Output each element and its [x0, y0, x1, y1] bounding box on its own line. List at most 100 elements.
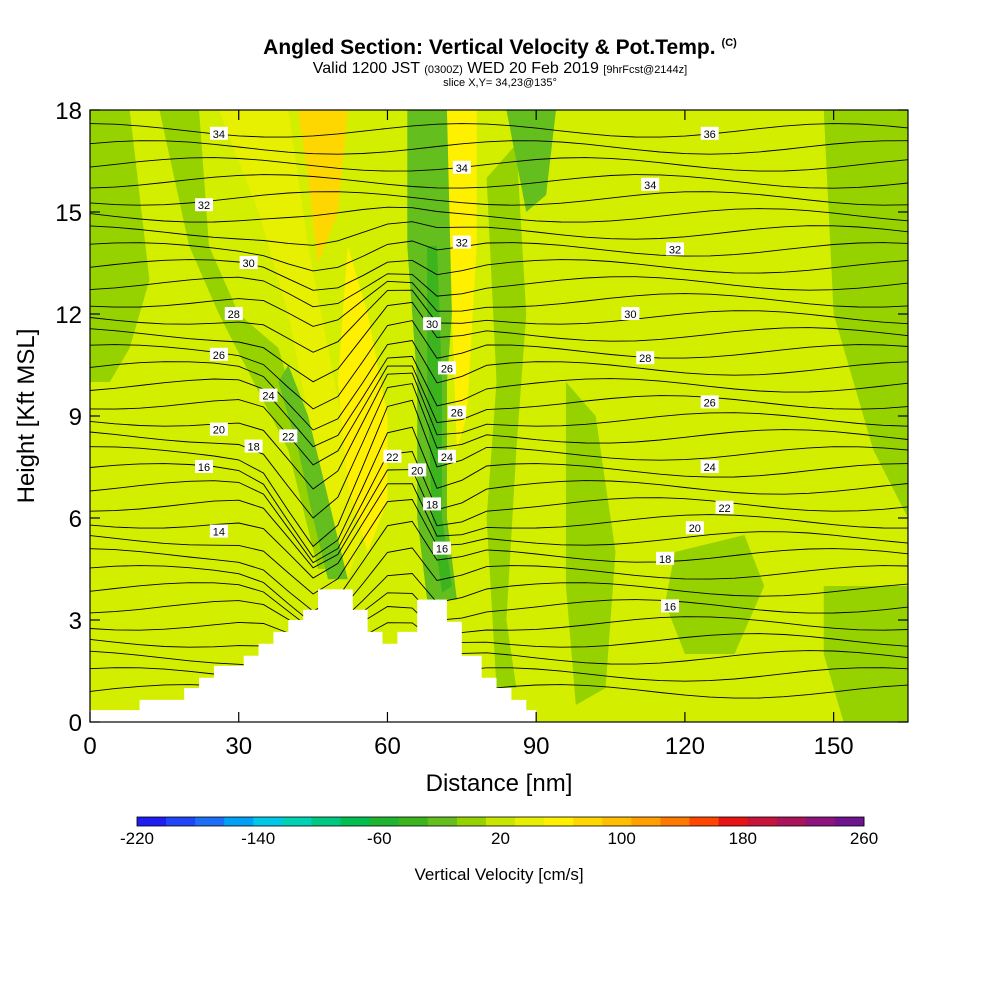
theta-label-box: [636, 351, 655, 365]
theta-label-box: [665, 242, 684, 256]
colorbar-swatch: [660, 817, 691, 826]
colorbar-swatch: [224, 817, 254, 826]
band-green-bottom: [823, 586, 908, 722]
theta-contour-line: [90, 399, 908, 548]
theta-contour-line: [90, 273, 908, 308]
theta-contour-line: [90, 221, 908, 246]
y-tick-label: 6: [69, 506, 82, 533]
theta-contour-line: [90, 451, 908, 564]
theta-label-box: [432, 541, 451, 555]
band-green-left: [90, 110, 150, 382]
colorbar-tick-label: 260: [850, 829, 878, 848]
theta-contour-line: [90, 622, 908, 659]
theta-label-box: [423, 497, 442, 511]
colorbar-swatch: [369, 817, 400, 826]
theta-contour-line: [90, 280, 908, 327]
band-green-core: [278, 365, 348, 580]
colorbar-tick-label: 180: [729, 829, 757, 848]
theta-label-box: [641, 177, 660, 191]
theta-label-box: [224, 307, 243, 320]
copyright-mark: (C): [721, 37, 737, 49]
theta-label-box: [209, 422, 228, 436]
colorbar: -220 -140 -60 20 100 180 260: [120, 816, 878, 848]
theta-label: 34: [456, 163, 468, 175]
theta-contour-line: [90, 520, 908, 612]
theta-contour-line: [90, 469, 908, 569]
band-green-far3: [565, 382, 616, 705]
theta-label: 22: [282, 431, 294, 443]
colorbar-swatch: [398, 817, 429, 826]
band-green-edge: [823, 110, 908, 518]
theta-label: 30: [243, 258, 255, 270]
theta-label-box: [447, 405, 466, 419]
colorbar-swatch: [282, 817, 312, 826]
colorbar-swatch: [515, 817, 545, 826]
colorbar-swatch: [747, 817, 778, 826]
theta-label: 24: [441, 452, 453, 464]
theta-label-box: [715, 500, 734, 514]
y-tick-label: 0: [69, 710, 82, 737]
theta-contour-line: [90, 157, 908, 172]
theta-label: 14: [213, 527, 225, 539]
colorbar-swatch: [340, 817, 371, 826]
theta-contours: [90, 123, 908, 700]
theta-contour-line: [90, 259, 908, 291]
theta-label: 30: [426, 319, 438, 331]
y-axis-label: Height [Kft MSL]: [13, 329, 40, 504]
theta-label: 32: [456, 238, 468, 250]
colorbar-tick-label: -60: [367, 829, 392, 848]
x-tick-label: 60: [374, 733, 401, 760]
band-green-far1: [486, 144, 527, 688]
theta-label: 20: [689, 523, 701, 535]
x-tick-label: 120: [665, 733, 705, 760]
colorbar-swatch: [544, 817, 574, 826]
chart-subtitle: Valid 1200 JST (0300Z) WED 20 Feb 2019 […: [312, 60, 688, 77]
theta-label: 26: [213, 350, 225, 362]
colorbar-tick-label: -140: [241, 829, 275, 848]
theta-contour-line: [90, 301, 908, 383]
theta-label: 22: [718, 503, 730, 515]
colorbar-label: Vertical Velocity [cm/s]: [414, 865, 583, 884]
colorbar-swatch: [456, 817, 487, 826]
colorbar-swatch: [166, 817, 196, 826]
colorbar-swatch: [137, 817, 167, 826]
theta-label-box: [239, 256, 258, 269]
colorbar-swatch: [631, 817, 661, 826]
theta-label-box: [408, 463, 427, 477]
theta-label-box: [437, 361, 456, 375]
theta-label-box: [195, 460, 214, 473]
theta-label-box: [700, 395, 719, 409]
theta-label: 28: [639, 353, 651, 365]
x-axis-label: Distance [nm]: [426, 770, 573, 797]
theta-label: 34: [644, 180, 656, 192]
colorbar-swatch: [602, 817, 632, 826]
x-tick-label: 0: [83, 733, 96, 760]
theta-label: 26: [441, 363, 453, 375]
colorbar-tick-label: 20: [491, 829, 510, 848]
colorbar-swatch: [689, 817, 720, 826]
theta-label-box: [383, 449, 402, 463]
theta-label: 34: [213, 129, 225, 141]
theta-contour-line: [90, 483, 908, 579]
theta-label: 26: [451, 408, 463, 420]
theta-label: 32: [198, 200, 210, 212]
theta-label: 36: [704, 129, 716, 141]
colorbar-swatch: [573, 817, 603, 826]
colorbar-swatch: [805, 817, 836, 826]
theta-contour-labels: 34 32 30 28 26 24 20 22 18 16 14 34 32 30 26 26 22 20 24 18…: [195, 126, 734, 613]
theta-label: 28: [228, 309, 240, 321]
theta-label-box: [656, 551, 675, 565]
theta-contour-line: [90, 499, 908, 595]
theta-label-box: [700, 126, 719, 140]
theta-contour-line: [90, 426, 908, 558]
theta-label-box: [661, 599, 680, 613]
band-yellow-left: [218, 110, 368, 580]
theta-label-box: [423, 317, 442, 331]
colorbar-swatch: [253, 817, 283, 826]
theta-contour-line: [90, 642, 908, 677]
theta-label-box: [437, 449, 456, 463]
theta-label: 18: [426, 499, 438, 511]
theta-label-box: [244, 439, 263, 453]
y-tick-label: 12: [55, 302, 82, 329]
